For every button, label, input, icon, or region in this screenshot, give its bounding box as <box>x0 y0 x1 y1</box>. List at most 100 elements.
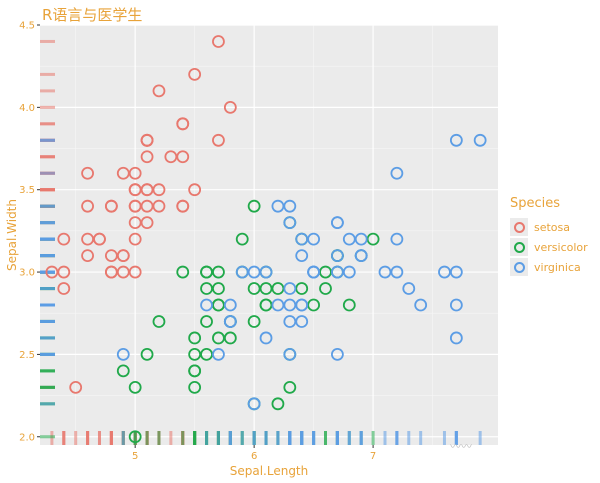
point-virginica <box>449 298 463 312</box>
point-virginica <box>283 298 297 312</box>
legend-item-setosa: setosa <box>510 217 588 237</box>
legend-key-versicolor <box>510 238 528 256</box>
data-points <box>45 35 487 444</box>
y-tick-label: 3.5 <box>19 185 35 196</box>
point-versicolor <box>283 380 297 394</box>
y-axis-title: Sepal.Width <box>5 199 19 271</box>
point-virginica <box>449 133 463 147</box>
point-virginica <box>295 232 309 246</box>
point-versicolor <box>140 348 154 361</box>
point-setosa <box>140 199 154 213</box>
point-setosa <box>81 166 94 180</box>
legend-label-versicolor: versicolor <box>534 240 588 254</box>
point-virginica <box>283 282 297 295</box>
legend-swatch-virginica <box>513 261 525 273</box>
point-virginica <box>259 331 273 345</box>
legend-title: Species <box>510 196 561 211</box>
point-virginica <box>307 265 321 279</box>
point-setosa <box>81 199 94 213</box>
point-virginica <box>331 348 344 361</box>
point-setosa <box>116 249 130 262</box>
point-setosa <box>57 265 71 279</box>
point-versicolor <box>247 199 261 213</box>
point-virginica <box>402 282 416 295</box>
point-versicolor <box>176 265 190 279</box>
point-virginica <box>331 265 344 279</box>
legend-key-setosa <box>510 218 528 236</box>
panel-background <box>40 25 498 445</box>
point-setosa <box>212 133 225 147</box>
point-virginica <box>223 298 237 312</box>
point-versicolor <box>188 331 202 345</box>
point-setosa <box>152 84 166 98</box>
point-setosa <box>188 183 202 197</box>
point-setosa <box>212 35 225 48</box>
point-versicolor <box>212 265 225 279</box>
point-versicolor <box>188 364 202 378</box>
point-virginica <box>390 166 404 180</box>
point-virginica <box>212 348 225 361</box>
point-versicolor <box>200 315 213 328</box>
point-versicolor <box>247 315 261 328</box>
point-versicolor <box>152 315 166 328</box>
point-virginica <box>223 315 237 328</box>
point-setosa <box>116 166 130 180</box>
point-versicolor <box>128 380 142 394</box>
point-setosa <box>140 150 154 164</box>
point-virginica <box>473 133 487 147</box>
x-tick-label: 5 <box>132 451 138 462</box>
point-virginica <box>331 216 344 230</box>
watermark: 〰〰 <box>450 440 472 453</box>
y-tick-label: 2.5 <box>19 350 35 361</box>
point-setosa <box>164 150 178 164</box>
point-virginica <box>283 216 297 230</box>
point-virginica <box>331 249 344 262</box>
point-setosa <box>57 282 71 295</box>
rug-marks <box>40 39 482 445</box>
point-virginica <box>200 298 213 312</box>
point-versicolor <box>342 298 356 312</box>
x-tick-label: 7 <box>370 451 376 462</box>
point-setosa <box>176 117 190 131</box>
point-virginica <box>295 249 309 262</box>
legend-swatch-setosa <box>513 221 525 233</box>
point-versicolor <box>128 430 142 444</box>
point-setosa <box>223 100 237 114</box>
y-tick-label: 3.0 <box>19 268 35 279</box>
point-virginica <box>271 199 285 213</box>
legend-label-virginica: virginica <box>534 260 581 274</box>
point-virginica <box>354 249 368 262</box>
legend-swatch-versicolor <box>513 241 525 253</box>
point-versicolor <box>271 397 285 411</box>
point-versicolor <box>319 282 332 295</box>
x-axis-title: Sepal.Length <box>230 464 309 478</box>
point-virginica <box>449 265 463 279</box>
point-setosa <box>69 380 83 394</box>
axes: 5 6 7 2.0 2.5 3.0 3.5 4.0 4.5 Sepal.Length Sepal.W… <box>5 21 376 479</box>
point-setosa <box>104 265 118 279</box>
point-virginica <box>390 265 404 279</box>
point-setosa <box>128 216 142 230</box>
point-versicolor <box>188 348 202 361</box>
grid-lines <box>40 24 498 445</box>
point-setosa <box>176 199 190 213</box>
point-setosa <box>81 249 94 262</box>
point-virginica <box>116 348 130 361</box>
point-virginica <box>449 331 463 345</box>
point-setosa <box>152 183 166 197</box>
legend-item-versicolor: versicolor <box>510 237 588 257</box>
point-versicolor <box>247 282 261 295</box>
point-virginica <box>342 232 356 246</box>
point-versicolor <box>116 364 130 378</box>
point-setosa <box>104 199 118 213</box>
point-virginica <box>414 298 428 312</box>
point-setosa <box>188 68 202 81</box>
legend-key-virginica <box>510 258 528 276</box>
y-tick-label: 2.0 <box>19 432 35 443</box>
legend-item-virginica: virginica <box>510 257 588 277</box>
legend-label-setosa: setosa <box>534 220 571 234</box>
point-setosa <box>81 232 94 246</box>
y-tick-label: 4.5 <box>19 21 35 32</box>
point-setosa <box>128 183 142 197</box>
